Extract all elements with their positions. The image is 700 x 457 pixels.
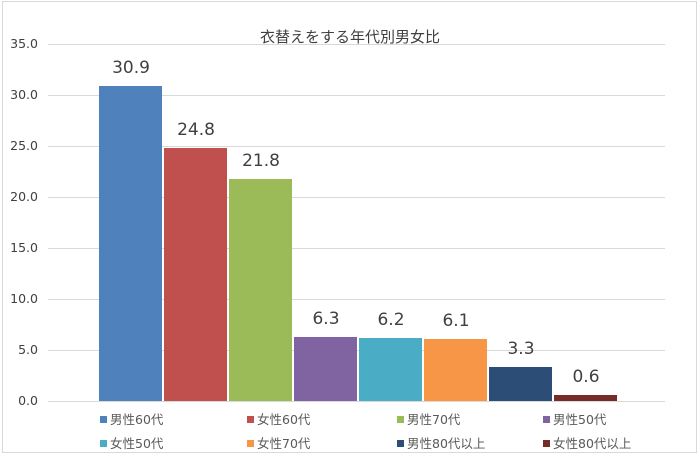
data-label: 6.2 (377, 310, 405, 330)
bar (554, 395, 617, 401)
legend-label: 女性80代以上 (553, 436, 632, 451)
y-axis-tick-label: 5.0 (18, 342, 38, 357)
legend-label: 女性50代 (110, 436, 164, 451)
data-label: 30.9 (112, 58, 150, 78)
legend-swatch-icon (543, 440, 550, 447)
legend-item: 女性60代 (247, 409, 310, 428)
gridline (48, 146, 665, 147)
chart-title: 衣替えをする年代別男女比 (259, 28, 440, 46)
y-axis-tick-label: 0.0 (18, 393, 38, 408)
legend-swatch-icon (100, 416, 107, 423)
data-label: 6.3 (312, 309, 340, 329)
data-label: 0.6 (572, 367, 600, 387)
legend-label: 女性70代 (257, 436, 311, 451)
legend-swatch-icon (543, 416, 550, 423)
y-axis-tick-label: 20.0 (10, 189, 38, 204)
bar (229, 179, 292, 401)
y-axis-tick-label: 10.0 (10, 291, 38, 306)
legend-item: 女性80代以上 (543, 433, 631, 452)
gridline (48, 299, 665, 300)
bar (424, 339, 487, 401)
bar (359, 338, 422, 401)
legend-label: 男性50代 (553, 412, 607, 427)
legend-swatch-icon (247, 440, 254, 447)
legend-item: 女性70代 (247, 433, 310, 452)
bar (164, 148, 227, 401)
gridline (48, 248, 665, 249)
legend-item: 男性50代 (543, 409, 606, 428)
data-label: 24.8 (177, 120, 215, 140)
legend-swatch-icon (100, 440, 107, 447)
data-label: 21.8 (242, 151, 280, 171)
legend-label: 男性70代 (407, 412, 461, 427)
y-axis-tick-label: 35.0 (10, 36, 38, 51)
legend-swatch-icon (247, 416, 254, 423)
gridline (48, 44, 665, 45)
legend-item: 男性70代 (397, 409, 460, 428)
legend-swatch-icon (397, 440, 404, 447)
legend-label: 男性80代以上 (407, 436, 486, 451)
legend-item: 男性80代以上 (397, 433, 485, 452)
data-label: 3.3 (507, 339, 535, 359)
gridline (48, 95, 665, 96)
y-axis-tick-label: 15.0 (10, 240, 38, 255)
bar (489, 367, 552, 401)
y-axis-tick-label: 25.0 (10, 138, 38, 153)
legend-item: 女性50代 (100, 433, 163, 452)
y-axis-tick-label: 30.0 (10, 87, 38, 102)
legend-label: 男性60代 (110, 412, 164, 427)
legend-label: 女性60代 (257, 412, 311, 427)
bar (99, 86, 162, 401)
bar (294, 337, 357, 401)
gridline (48, 401, 665, 402)
gridline (48, 197, 665, 198)
legend-swatch-icon (397, 416, 404, 423)
data-label: 6.1 (442, 311, 470, 331)
legend-item: 男性60代 (100, 409, 163, 428)
